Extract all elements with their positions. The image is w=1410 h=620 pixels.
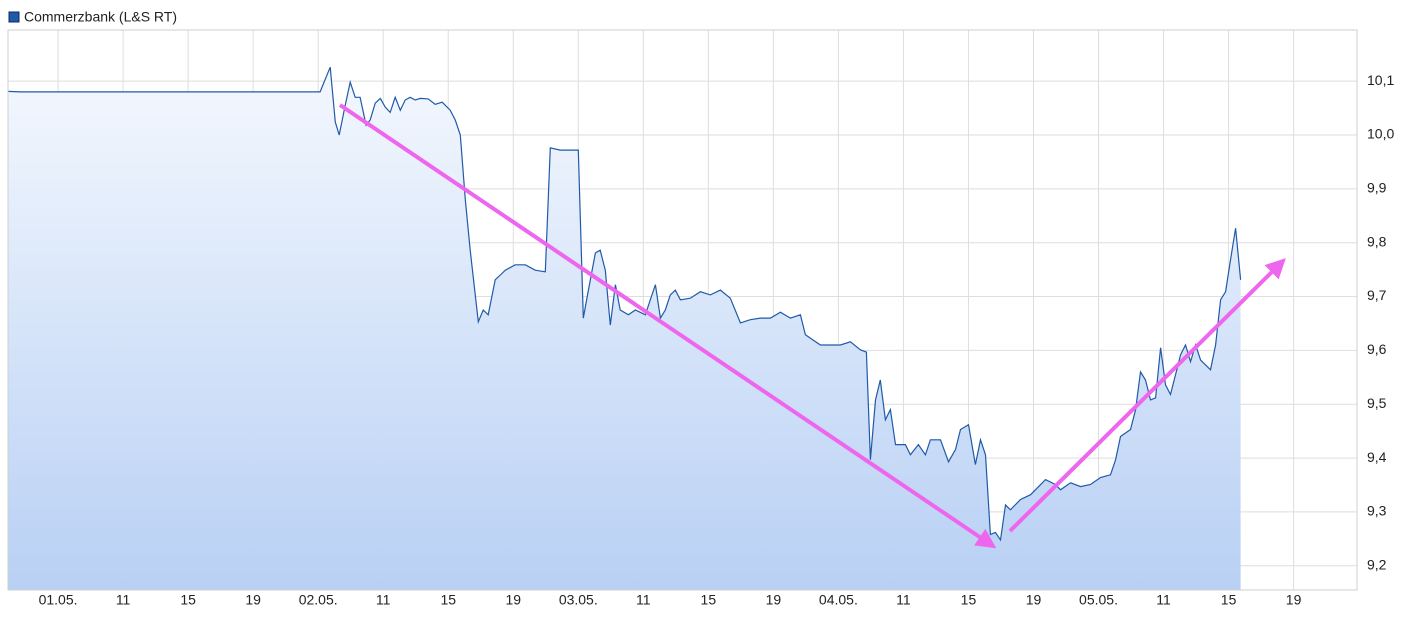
x-tick-label: 19 [766,592,782,608]
y-tick-label: 9,5 [1367,395,1387,411]
area-fill [8,67,1241,590]
x-tick-label: 11 [116,592,131,608]
x-tick-label: 19 [245,592,261,608]
legend: Commerzbank (L&S RT) [8,9,177,25]
plot [7,66,1242,590]
x-tick-label: 03.05. [559,592,598,608]
x-tick-label: 01.05. [39,592,78,608]
y-tick-label: 9,4 [1367,449,1387,465]
x-tick-label: 05.05. [1079,592,1118,608]
x-tick-label: 19 [1286,592,1302,608]
y-tick-label: 10,1 [1367,72,1394,88]
x-tick-label: 19 [1026,592,1042,608]
price-line [7,66,1242,542]
y-tick-label: 9,2 [1367,556,1387,572]
plot-frame [7,29,1358,591]
x-tick-label: 15 [961,592,977,608]
legend-swatch [8,11,20,23]
x-tick-label: 15 [1221,592,1237,608]
y-tick-label: 9,8 [1367,233,1387,249]
annotation-arrow [1008,258,1286,533]
x-tick-label: 02.05. [299,592,338,608]
annotation-arrow [338,103,997,549]
x-tick-label: 11 [376,592,391,608]
axes: 9,2 9,3 9,4 9,5 9,6 9,7 9,8 9,9 10,0 10,1 01.05. 11… [39,72,1395,608]
x-tick-label: 11 [1156,592,1171,608]
x-tick-label: 04.05. [819,592,858,608]
x-tick-label: 15 [701,592,717,608]
x-tick-label: 19 [505,592,521,608]
x-tick-label: 11 [896,592,911,608]
x-tick-label: 11 [636,592,651,608]
x-tick-label: 15 [440,592,456,608]
x-tick-label: 15 [180,592,196,608]
legend-label: Commerzbank (L&S RT) [24,9,177,25]
y-tick-label: 9,6 [1367,341,1387,357]
y-tick-label: 9,9 [1367,180,1387,196]
y-tick-label: 9,7 [1367,287,1387,303]
y-tick-label: 10,0 [1367,126,1394,142]
y-tick-label: 9,3 [1367,503,1387,519]
